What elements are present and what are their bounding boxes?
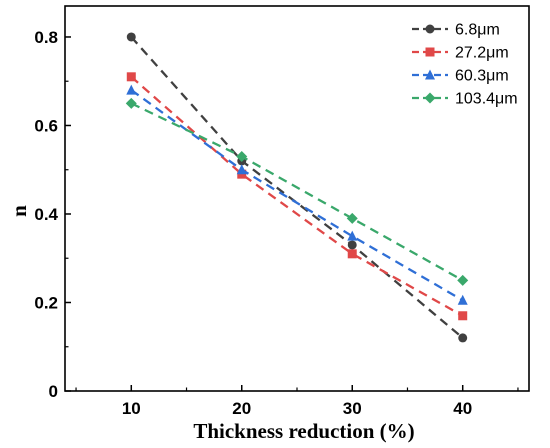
data-point <box>457 274 469 286</box>
legend-label: 27.2μm <box>455 45 509 62</box>
data-point <box>457 294 468 305</box>
legend-entry: 27.2μm <box>412 45 509 62</box>
axes: 0 0.2 0.4 0.6 0.8 10 20 30 40 <box>34 5 530 418</box>
series-line <box>130 102 464 282</box>
plot-frame <box>64 5 530 392</box>
data-point <box>126 84 137 95</box>
data-point <box>126 32 136 42</box>
data-point <box>346 212 358 224</box>
legend-label: 60.3μm <box>455 68 509 85</box>
data-point <box>347 240 357 250</box>
data-point <box>126 72 136 82</box>
legend-entry: 103.4μm <box>412 91 518 108</box>
data-point <box>347 230 358 241</box>
data-point <box>347 249 357 259</box>
legend-marker <box>425 24 435 34</box>
legend-marker <box>424 92 436 104</box>
data-point <box>236 164 247 175</box>
series-1 <box>126 72 468 321</box>
series-line <box>130 75 464 317</box>
y-tick-label: 0 <box>49 382 58 401</box>
data-point <box>458 333 468 343</box>
x-tick-label: 40 <box>453 399 472 418</box>
y-tick-label: 0.8 <box>34 28 58 47</box>
legend-marker <box>425 47 435 57</box>
x-tick-label: 20 <box>232 399 251 418</box>
series-line <box>130 36 464 339</box>
legend-marker <box>425 69 435 80</box>
x-tick-label: 30 <box>343 399 362 418</box>
series-0 <box>126 32 468 343</box>
legend-entry: 60.3μm <box>412 68 509 85</box>
y-tick-label: 0.6 <box>34 116 58 135</box>
series-3 <box>125 97 469 286</box>
y-axis-title: n <box>7 205 31 217</box>
data-point <box>236 150 248 162</box>
y-tick-label: 0.4 <box>34 205 58 224</box>
legend: 6.8μm 27.2μm 60.3μm 103.4μm <box>412 22 518 108</box>
data-point <box>125 97 137 109</box>
legend-label: 103.4μm <box>455 91 518 108</box>
y-tick-label: 0.2 <box>34 293 58 312</box>
x-tick-label: 10 <box>122 399 141 418</box>
legend-entry: 6.8μm <box>412 22 500 39</box>
series-layer <box>125 32 469 343</box>
legend-label: 6.8μm <box>455 22 500 39</box>
data-point <box>458 311 468 321</box>
x-axis-title: Thickness reduction (%) <box>193 419 414 443</box>
